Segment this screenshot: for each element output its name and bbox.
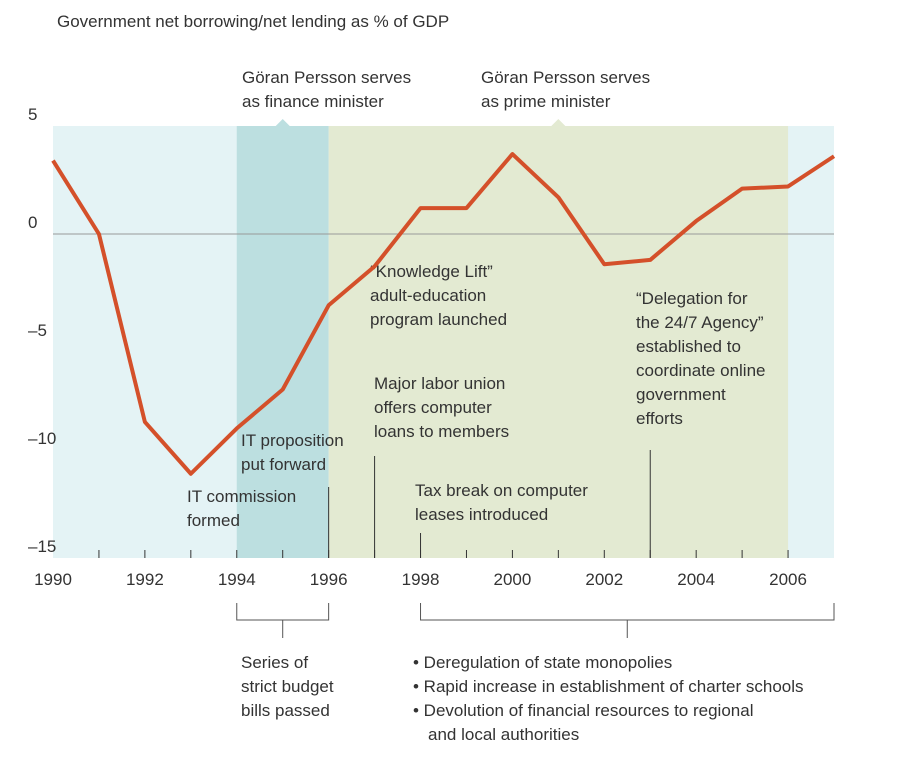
y-tick-label: 0 <box>28 213 37 232</box>
annotation-text: leases introduced <box>415 505 548 524</box>
period-label: Göran Persson serves <box>242 68 411 87</box>
x-tick-label: 2004 <box>677 570 715 589</box>
period-label: Göran Persson serves <box>481 68 650 87</box>
x-tick-label: 1998 <box>402 570 440 589</box>
annotation-text: “Knowledge Lift” <box>370 262 493 281</box>
annotation-text: loans to members <box>374 422 509 441</box>
x-tick-label: 1992 <box>126 570 164 589</box>
annotation-text: formed <box>187 511 240 530</box>
annotation-text: “Delegation for <box>636 289 748 308</box>
y-tick-label: –10 <box>28 429 56 448</box>
bracket-text: • Devolution of financial resources to r… <box>413 701 753 720</box>
annotation-text: coordinate online <box>636 361 765 380</box>
x-tick-label: 1996 <box>310 570 348 589</box>
bracket-text: • Deregulation of state monopolies <box>413 653 672 672</box>
data-line <box>51 152 836 476</box>
chart-title: Government net borrowing/net lending as … <box>57 12 449 31</box>
bracket-text: • Rapid increase in establishment of cha… <box>413 677 804 696</box>
x-tick-label: 1994 <box>218 570 256 589</box>
bracket-text: bills passed <box>241 701 330 720</box>
bracket-text: strict budget <box>241 677 334 696</box>
period-pointer <box>275 119 290 126</box>
annotation-text: put forward <box>241 455 326 474</box>
x-tick-label: 2000 <box>493 570 531 589</box>
annotation-text: efforts <box>636 409 683 428</box>
bracket <box>236 603 330 638</box>
period-band <box>236 126 329 558</box>
y-tick-label: –15 <box>28 537 56 556</box>
bracket <box>420 603 835 638</box>
annotation-text: government <box>636 385 726 404</box>
x-tick-label: 2006 <box>769 570 807 589</box>
x-tick-label: 1990 <box>34 570 72 589</box>
bracket-text: and local authorities <box>428 725 579 744</box>
annotation-text: IT commission <box>187 487 296 506</box>
annotation-text: the 24/7 Agency” <box>636 313 764 332</box>
bracket-text: Series of <box>241 653 308 672</box>
annotation-text: established to <box>636 337 741 356</box>
y-tick-label: –5 <box>28 321 47 340</box>
period-label: as prime minister <box>481 92 611 111</box>
annotation-text: Major labor union <box>374 374 505 393</box>
annotation-text: IT proposition <box>241 431 344 450</box>
annotation-text: Tax break on computer <box>415 481 588 500</box>
period-pointer <box>551 119 566 126</box>
x-tick-label: 2002 <box>585 570 623 589</box>
annotation-text: offers computer <box>374 398 492 417</box>
period-label: as finance minister <box>242 92 384 111</box>
annotation-text: program launched <box>370 310 507 329</box>
annotation-text: adult-education <box>370 286 486 305</box>
y-tick-label: 5 <box>28 105 37 124</box>
